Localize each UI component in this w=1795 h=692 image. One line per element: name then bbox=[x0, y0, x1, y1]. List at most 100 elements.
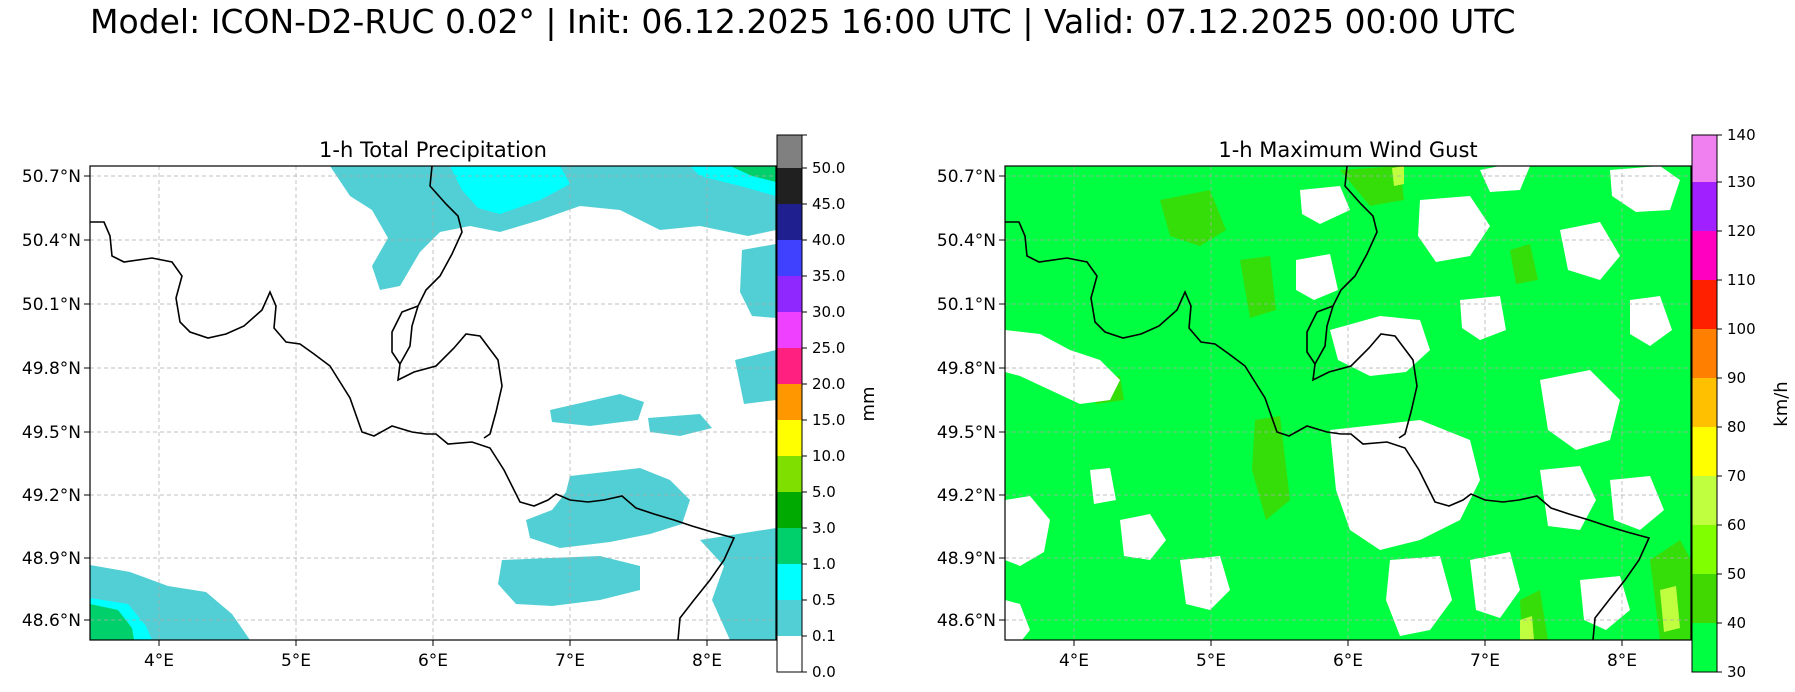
precip-moderate-northeast bbox=[730, 166, 776, 182]
cb-segment bbox=[777, 240, 802, 276]
lat-tick-label: 50.1°N bbox=[937, 295, 996, 315]
colorbar-tick-label: 40.0 bbox=[812, 231, 845, 249]
cb-segment bbox=[777, 636, 802, 672]
wind-gust-field bbox=[1005, 166, 1691, 640]
colorbar-tick-label: 35.0 bbox=[812, 267, 845, 285]
colorbar-tick-label: 40 bbox=[1727, 614, 1746, 632]
lon-tick-label: 4°E bbox=[1059, 651, 1089, 671]
precipitation-panel-title: 1-h Total Precipitation bbox=[319, 138, 547, 162]
wind-gust-gridlines bbox=[1005, 166, 1691, 640]
colorbar-tick-label: 0.0 bbox=[812, 663, 836, 681]
precipitation-panel: 1-h Total Precipitation bbox=[22, 134, 879, 681]
figure-title: Model: ICON-D2-RUC 0.02° | Init: 06.12.2… bbox=[90, 2, 1516, 41]
lon-tick-label: 6°E bbox=[1333, 651, 1363, 671]
cb-segment bbox=[1692, 280, 1717, 329]
colorbar-tick-label: 25.0 bbox=[812, 339, 845, 357]
cb-segment bbox=[1692, 329, 1717, 378]
colorbar-tick-label: 60 bbox=[1727, 516, 1746, 534]
precip-area-south bbox=[526, 468, 690, 548]
cb-segment bbox=[777, 384, 802, 420]
colorbar-tick-label: 0.5 bbox=[812, 591, 836, 609]
lat-tick-label: 48.9°N bbox=[937, 549, 996, 569]
cb-segment bbox=[777, 564, 802, 600]
lat-tick-label: 49.2°N bbox=[937, 486, 996, 506]
colorbar-tick-label: 50 bbox=[1727, 565, 1746, 583]
precip-area-southeast bbox=[700, 528, 776, 640]
lon-tick-label: 8°E bbox=[1607, 651, 1637, 671]
lat-tick-label: 48.9°N bbox=[22, 549, 81, 569]
lat-tick-label: 49.8°N bbox=[937, 359, 996, 379]
cb-segment bbox=[777, 456, 802, 492]
cb-segment bbox=[777, 492, 802, 528]
precipitation-country-borders bbox=[90, 166, 736, 640]
precipitation-colorbar-label: mm bbox=[858, 386, 879, 421]
colorbar-tick-label: 15.0 bbox=[812, 411, 845, 429]
precip-area-center bbox=[550, 394, 644, 426]
lon-tick-label: 4°E bbox=[144, 651, 174, 671]
precip-area-north bbox=[330, 166, 776, 290]
lat-tick-label: 50.7°N bbox=[22, 167, 81, 187]
cb-segment bbox=[777, 528, 802, 564]
lat-tick-label: 48.6°N bbox=[22, 611, 81, 631]
wind-gust-colorbar: 30 40 50 60 70 80 90 100 110 120 130 140… bbox=[1691, 126, 1792, 681]
colorbar-tick-label: 140 bbox=[1727, 126, 1756, 144]
cb-segment bbox=[777, 276, 802, 312]
cb-segment bbox=[777, 600, 802, 636]
colorbar-tick-label: 3.0 bbox=[812, 519, 836, 537]
lon-tick-label: 7°E bbox=[1470, 651, 1500, 671]
precip-area-east-2 bbox=[735, 350, 776, 404]
wind-gust-panel-title: 1-h Maximum Wind Gust bbox=[1218, 138, 1477, 162]
colorbar-tick-label: 10.0 bbox=[812, 447, 845, 465]
cb-segment bbox=[1692, 574, 1717, 623]
cb-segment bbox=[1692, 231, 1717, 280]
colorbar-tick-label: 45.0 bbox=[812, 195, 845, 213]
colorbar-tick-label: 80 bbox=[1727, 418, 1746, 436]
colorbar-tick-label: 0.1 bbox=[812, 627, 836, 645]
colorbar-tick-label: 5.0 bbox=[812, 483, 836, 501]
cb-segment bbox=[1692, 378, 1717, 427]
cb-segment bbox=[777, 204, 802, 240]
wind-gust-panel: 1-h Maximum Wind Gust bbox=[937, 126, 1792, 681]
colorbar-tick-label: 90 bbox=[1727, 369, 1746, 387]
cb-segment bbox=[777, 420, 802, 456]
cb-segment bbox=[1692, 623, 1717, 672]
colorbar-tick-label: 20.0 bbox=[812, 375, 845, 393]
cb-segment bbox=[1692, 182, 1717, 231]
lat-tick-label: 50.4°N bbox=[937, 231, 996, 251]
precipitation-gridlines bbox=[90, 166, 776, 640]
precip-heavy-north bbox=[450, 166, 570, 214]
colorbar-tick-label: 120 bbox=[1727, 222, 1756, 240]
lon-tick-label: 5°E bbox=[281, 651, 311, 671]
cb-segment bbox=[777, 312, 802, 348]
lon-tick-label: 6°E bbox=[418, 651, 448, 671]
cb-segment bbox=[777, 168, 802, 204]
precip-area-south-2 bbox=[498, 556, 640, 606]
colorbar-tick-label: 100 bbox=[1727, 320, 1756, 338]
lat-tick-label: 50.7°N bbox=[937, 167, 996, 187]
precip-moderate-southwest bbox=[90, 604, 134, 640]
cb-segment bbox=[777, 348, 802, 384]
wind-gust-country-borders bbox=[1005, 166, 1651, 640]
lon-tick-label: 7°E bbox=[555, 651, 585, 671]
lat-tick-label: 49.2°N bbox=[22, 486, 81, 506]
colorbar-tick-label: 1.0 bbox=[812, 555, 836, 573]
cb-segment bbox=[1692, 525, 1717, 574]
lon-tick-label: 5°E bbox=[1196, 651, 1226, 671]
wind-gust-colorbar-label: km/h bbox=[1771, 381, 1792, 426]
lat-tick-label: 50.1°N bbox=[22, 295, 81, 315]
precip-area-center-2 bbox=[648, 414, 712, 436]
colorbar-tick-label: 130 bbox=[1727, 173, 1756, 191]
cb-segment bbox=[777, 135, 802, 168]
colorbar-tick-label: 30 bbox=[1727, 663, 1746, 681]
lon-tick-label: 8°E bbox=[692, 651, 722, 671]
lat-tick-label: 50.4°N bbox=[22, 231, 81, 251]
lat-tick-label: 48.6°N bbox=[937, 611, 996, 631]
precip-area-east bbox=[740, 244, 776, 318]
colorbar-tick-label: 30.0 bbox=[812, 303, 845, 321]
colorbar-tick-label: 70 bbox=[1727, 467, 1746, 485]
lat-tick-label: 49.5°N bbox=[937, 423, 996, 443]
precipitation-field bbox=[90, 166, 776, 640]
colorbar-tick-label: 110 bbox=[1727, 271, 1756, 289]
cb-segment bbox=[1692, 135, 1717, 182]
